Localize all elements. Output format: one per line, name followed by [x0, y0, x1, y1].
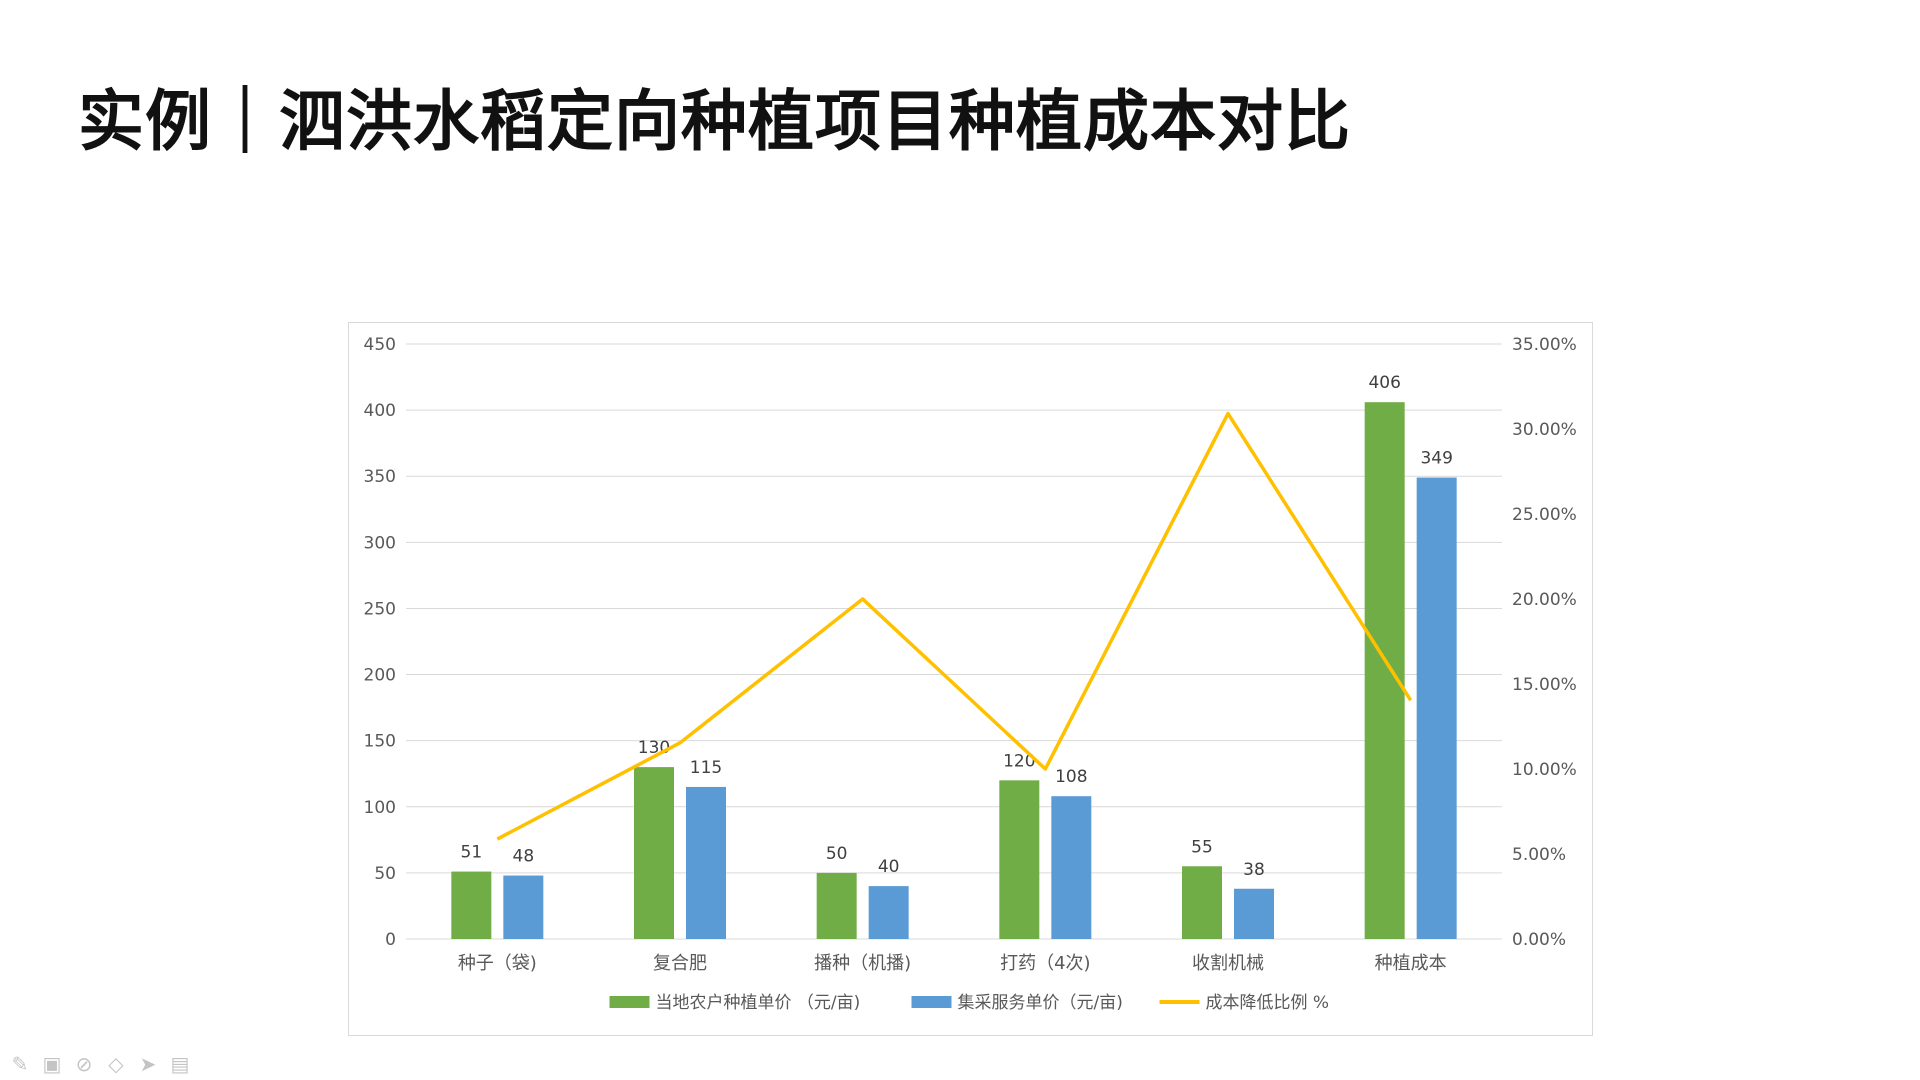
y-right-tick-label: 15.00% [1512, 675, 1577, 695]
y-left-tick-label: 350 [364, 467, 396, 487]
y-left-tick-label: 400 [364, 401, 396, 421]
bar [816, 872, 857, 939]
slide-icon[interactable]: ▣ [42, 1052, 62, 1076]
y-right-tick-label: 25.00% [1512, 505, 1577, 525]
legend-swatch [609, 996, 650, 1008]
x-tick-label: 播种（机播) [814, 953, 911, 974]
y-right-tick-label: 10.00% [1512, 760, 1577, 780]
y-right-tick-label: 5.00% [1512, 845, 1566, 865]
page-title: 实例｜泗洪水稻定向种植项目种植成本对比 [78, 83, 1351, 160]
pointer-icon[interactable]: ➤ [139, 1052, 157, 1076]
y-right-tick-label: 35.00% [1512, 335, 1577, 355]
y-left-tick-label: 300 [364, 533, 396, 553]
legend-swatch [911, 996, 952, 1008]
bar-data-label: 48 [513, 847, 535, 867]
highlighter-icon[interactable]: ⊘ [75, 1052, 93, 1076]
bar [1364, 402, 1405, 939]
bar [1234, 888, 1274, 939]
legend-label: 成本降低比例 % [1206, 993, 1330, 1013]
eraser-icon[interactable]: ◇ [108, 1052, 124, 1076]
camera-icon[interactable]: ▤ [170, 1052, 190, 1076]
x-tick-label: 收割机械 [1192, 953, 1264, 974]
chart-container: 0 50 100 150 200 250 300 350 400 450 0.00% 5.00% 10.… [348, 322, 1593, 1036]
bar [634, 767, 674, 939]
bar-data-label: 50 [826, 844, 848, 864]
y-left-tick-label: 450 [364, 335, 396, 355]
y-left-tick-label: 50 [374, 864, 396, 884]
bar [1051, 796, 1092, 939]
bar-data-label: 55 [1191, 837, 1213, 857]
combo-chart: 0 50 100 150 200 250 300 350 400 450 0.00% 5.00% 10.… [364, 335, 1577, 1013]
bar-data-label: 406 [1368, 373, 1400, 393]
bar-data-label: 40 [878, 857, 900, 877]
bar [999, 780, 1040, 939]
y-right-tick-label: 0.00% [1512, 930, 1566, 950]
bar [451, 871, 492, 939]
line-series [496, 411, 1413, 841]
y-left-tick-label: 0 [385, 930, 396, 950]
bar [1416, 477, 1457, 939]
pen-icon[interactable]: ✎ [11, 1052, 29, 1076]
bar-data-label: 120 [1003, 751, 1035, 771]
bar [686, 786, 726, 939]
y-left-tick-label: 100 [364, 798, 396, 818]
presentation-toolbar: ✎ ▣ ⊘ ◇ ➤ ▤ [8, 1052, 192, 1076]
y-left-tick-label: 250 [364, 599, 396, 619]
y-left-tick-label: 150 [364, 732, 396, 752]
y-right-tick-label: 20.00% [1512, 590, 1577, 610]
x-tick-label: 打药（4次) [1000, 953, 1090, 974]
legend-label: 集采服务单价（元/亩) [958, 993, 1123, 1013]
x-tick-label: 种植成本 [1375, 953, 1447, 974]
bar [868, 886, 909, 939]
x-tick-label: 复合肥 [653, 953, 707, 974]
bar-data-label: 349 [1420, 449, 1452, 469]
bar [503, 875, 544, 939]
y-left-tick-label: 200 [364, 666, 396, 686]
bar-data-label: 38 [1243, 860, 1265, 880]
bar-data-label: 51 [461, 843, 483, 863]
y-right-tick-label: 30.00% [1512, 420, 1577, 440]
x-tick-label: 种子（袋) [458, 953, 537, 974]
bar-data-label: 115 [690, 758, 722, 778]
legend-label: 当地农户种植单价 （元/亩) [656, 993, 861, 1013]
bar-data-label: 108 [1055, 767, 1087, 787]
bar [1182, 866, 1222, 939]
